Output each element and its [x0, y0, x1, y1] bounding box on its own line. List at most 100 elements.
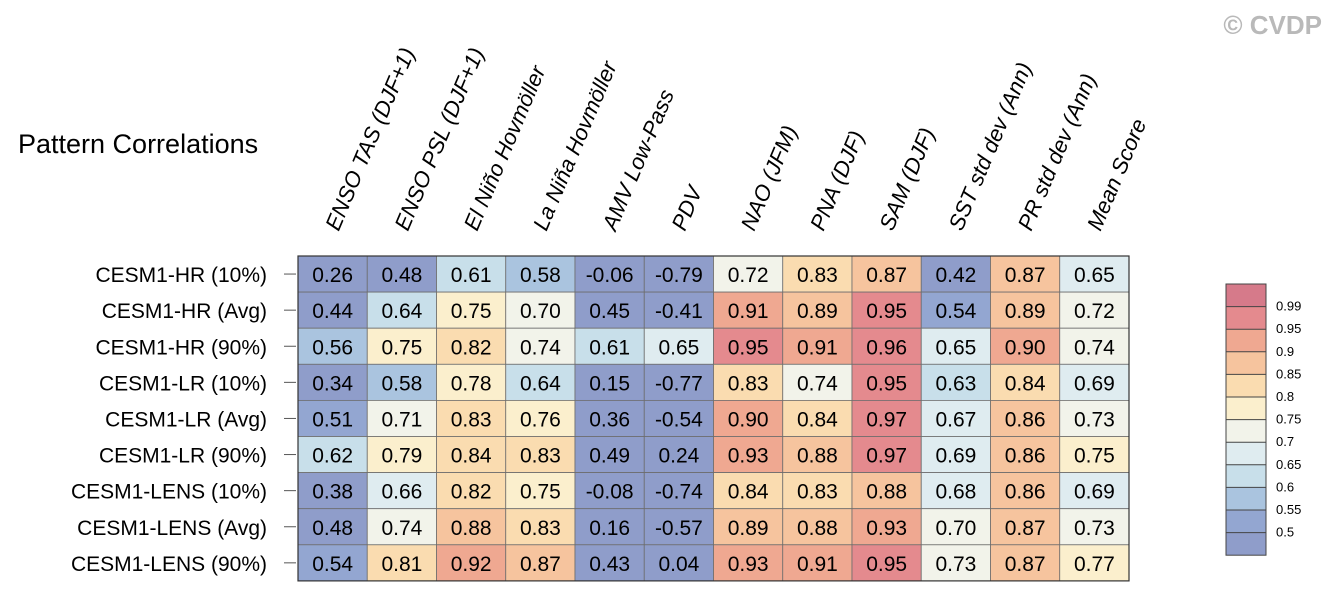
cell-value-label: 0.65	[658, 336, 699, 359]
heatmap-cell	[990, 399, 1061, 437]
heatmap-cell	[574, 544, 645, 582]
heatmap-cell	[990, 436, 1061, 473]
cell-value-label: 0.72	[728, 264, 769, 287]
cell-value-label: 0.87	[1005, 517, 1046, 540]
colorbar-label: 0.95	[1276, 321, 1301, 336]
heatmap-cell	[436, 327, 507, 365]
cell-value-label: 0.84	[451, 445, 492, 468]
heatmap-border	[297, 255, 1130, 582]
colorbar-swatch	[1226, 419, 1266, 443]
heatmap-cell	[920, 291, 991, 329]
cell-value-label: 0.83	[520, 445, 561, 468]
cell-value-label: 0.73	[1074, 517, 1115, 540]
colorbar-label: 0.5	[1276, 525, 1294, 540]
cell-value-label: 0.74	[381, 517, 422, 540]
heatmap-cell	[436, 508, 507, 546]
heatmap-cell	[505, 544, 576, 582]
heatmap-cell	[782, 399, 853, 437]
colorbar-label: 0.85	[1276, 366, 1301, 381]
heatmap-cell	[643, 255, 714, 293]
cell-value-label: 0.91	[797, 553, 838, 576]
heatmap-cell	[574, 508, 645, 546]
cell-value-label: 0.62	[312, 445, 353, 468]
cell-value-label: 0.74	[520, 336, 561, 359]
watermark-text: © CVDP	[1223, 10, 1322, 40]
cell-value-label: 0.48	[312, 517, 353, 540]
cell-value-label: 0.64	[520, 372, 561, 395]
cell-value-label: 0.65	[1074, 264, 1115, 287]
row-label: CESM1-LR (10%)	[99, 372, 267, 395]
cell-value-label: 0.83	[451, 408, 492, 431]
cell-value-label: 0.56	[312, 336, 353, 359]
heatmap-cell	[920, 508, 991, 546]
heatmap-cell	[782, 508, 853, 546]
heatmap-cell	[851, 291, 922, 329]
heatmap-cell	[713, 291, 784, 329]
heatmap-cell	[782, 436, 853, 473]
heatmap-cell	[713, 472, 784, 510]
heatmap-cell	[851, 363, 922, 401]
cell-value-label: 0.86	[1005, 408, 1046, 431]
heatmap-cell	[643, 544, 714, 582]
heatmap-cell	[366, 327, 437, 365]
cell-value-label: 0.92	[451, 553, 492, 576]
cell-value-label: 0.82	[451, 336, 492, 359]
heatmap-cell	[366, 472, 437, 510]
cell-value-label: 0.34	[312, 372, 353, 395]
colorbar-label: 0.99	[1276, 299, 1301, 314]
cell-value-label: 0.88	[797, 517, 838, 540]
colorbar-label: 0.8	[1276, 389, 1294, 404]
cell-value-label: 0.77	[1074, 553, 1115, 576]
heatmap-cell	[920, 436, 991, 473]
heatmap-cell	[920, 363, 991, 401]
cell-value-label: 0.45	[589, 300, 630, 323]
colorbar-swatch	[1226, 306, 1266, 330]
cell-value-label: 0.66	[381, 481, 422, 504]
heatmap-cell	[851, 544, 922, 582]
cell-value-label: 0.63	[935, 372, 976, 395]
heatmap-cell	[990, 291, 1061, 329]
cell-value-label: 0.43	[589, 553, 630, 576]
cell-value-label: 0.88	[797, 445, 838, 468]
colorbar-label: 0.75	[1276, 412, 1301, 427]
cell-value-label: -0.57	[655, 517, 703, 540]
column-label: PNA (DJF)	[805, 127, 869, 234]
cell-value-label: 0.87	[1005, 553, 1046, 576]
cell-value-label: 0.79	[381, 445, 422, 468]
heatmap-cell	[436, 472, 507, 510]
column-label: SAM (DJF)	[874, 124, 940, 234]
colorbar-swatch	[1226, 464, 1266, 488]
heatmap-cell	[643, 399, 714, 437]
cell-value-label: -0.54	[655, 408, 703, 431]
heatmap-cell	[643, 327, 714, 365]
row-label: CESM1-HR (Avg)	[102, 300, 267, 323]
cell-value-label: 0.71	[381, 408, 422, 431]
colorbar-swatch	[1226, 532, 1266, 556]
row-label: CESM1-HR (90%)	[95, 336, 267, 359]
cell-value-label: 0.42	[935, 264, 976, 287]
colorbar-swatch	[1226, 374, 1266, 397]
row-label: CESM1-LENS (Avg)	[77, 517, 267, 540]
cell-value-label: 0.95	[866, 300, 907, 323]
heatmap-cell	[574, 327, 645, 365]
cell-value-label: 0.89	[728, 517, 769, 540]
cell-value-label: 0.93	[728, 445, 769, 468]
heatmap-cell	[297, 399, 368, 437]
cell-value-label: -0.06	[586, 264, 634, 287]
cell-value-label: 0.74	[1074, 336, 1115, 359]
colorbar-swatch	[1226, 397, 1266, 420]
heatmap-cell	[297, 327, 368, 365]
heatmap-cell	[505, 399, 576, 437]
column-label: AMV Low-Pass	[596, 86, 679, 236]
cell-value-label: 0.81	[381, 553, 422, 576]
cell-value-label: 0.95	[866, 553, 907, 576]
cell-value-label: 0.75	[520, 481, 561, 504]
cell-value-label: 0.82	[451, 481, 492, 504]
cell-value-label: 0.61	[451, 264, 492, 287]
cell-value-label: 0.72	[1074, 300, 1115, 323]
cell-value-label: 0.83	[728, 372, 769, 395]
chart-title: Pattern Correlations	[18, 129, 258, 159]
cell-value-label: 0.54	[312, 553, 353, 576]
cell-value-label: 0.68	[935, 481, 976, 504]
